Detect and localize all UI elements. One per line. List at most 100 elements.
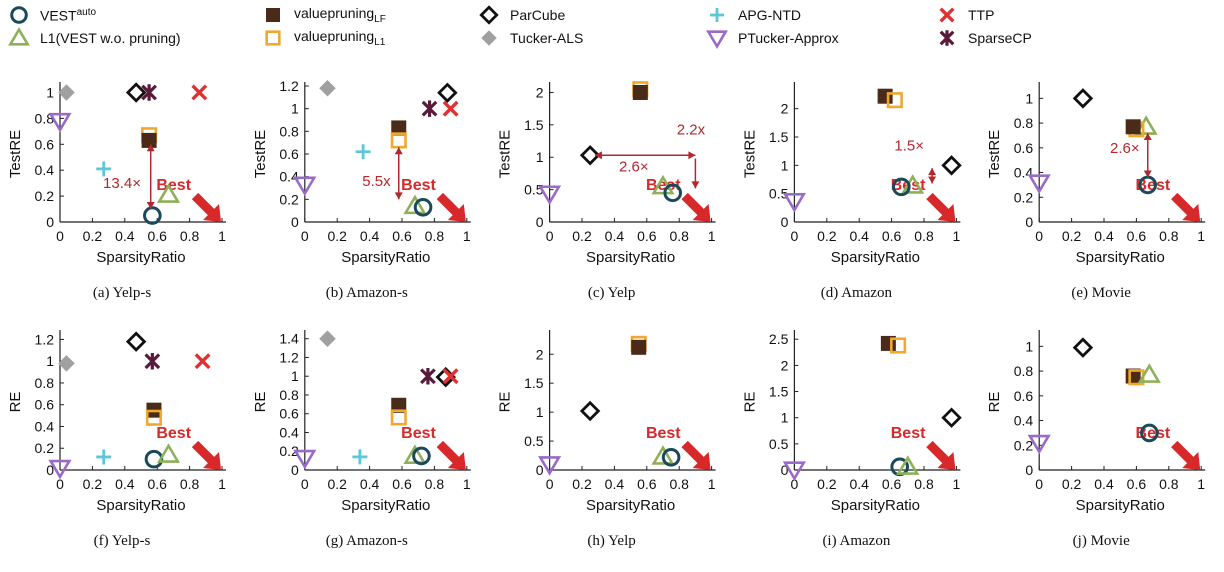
best-arrow-head (447, 452, 466, 470)
legend-item-vest_auto: VESTauto (8, 4, 96, 26)
legend-marker-l1 (8, 27, 30, 46)
y-tick-label: 1 (46, 84, 54, 100)
x-axis-title: SparsityRatio (831, 497, 920, 514)
legend-marker-sparsecp (939, 30, 955, 46)
point-ttp (194, 353, 211, 370)
y-tick-label: 0.2 (279, 191, 299, 207)
legend-label: valuepruningLF (294, 5, 386, 25)
y-tick-label: 1 (536, 404, 544, 420)
x-tick-label: 0.8 (914, 476, 934, 492)
y-axis-title: TestRE (252, 130, 269, 178)
y-tick-label: 1.5 (769, 384, 789, 400)
y-tick-label: 2 (781, 101, 789, 117)
best-arrow-shaft (681, 440, 706, 466)
point-l1 (156, 183, 181, 203)
point-ttp (442, 100, 459, 117)
y-axis-title: TestRE (497, 130, 514, 178)
panel-caption: (c) Yelp (588, 285, 636, 301)
ratio-arrow-head (1143, 170, 1152, 178)
x-tick-label: 0.4 (115, 476, 135, 492)
point-parcube (941, 155, 962, 176)
x-tick-label: 0.6 (637, 476, 657, 492)
point-ptucker (538, 185, 562, 206)
ratio-arrow-head (594, 151, 602, 160)
point-vest_auto (143, 206, 162, 225)
point-vest_auto (892, 177, 911, 197)
point-vest_auto (413, 197, 433, 217)
point-ptucker (1027, 174, 1051, 194)
panel-caption: (b) Amazon-s (326, 285, 408, 301)
x-tick-label: 0.6 (882, 228, 902, 244)
point-apg_ntd (352, 449, 368, 465)
y-tick-label: 0 (781, 462, 789, 478)
point-parcube (1072, 337, 1094, 358)
y-axis-title: TestRE (986, 130, 1003, 178)
point-vp_lf (877, 88, 893, 104)
panel-caption: (f) Yelp-s (94, 533, 151, 549)
panel-b: 0 0.2 0.4 0.6 0.8 1 1.2 0 0.2 0.4 0.6 0.8 1 SparsityR… (252, 78, 471, 301)
legend-item-parcube: ParCube (478, 4, 565, 26)
point-vp_l1 (390, 409, 407, 426)
point-parcube (579, 400, 601, 422)
y-tick-label: 1 (781, 410, 789, 426)
x-tick-label: 0.6 (392, 228, 412, 244)
point-ptucker (48, 112, 72, 133)
best-arrow-shaft (681, 192, 706, 218)
y-tick-label: 0.6 (1014, 140, 1034, 156)
x-tick-label: 0.8 (669, 228, 689, 244)
x-axis-title: SparsityRatio (1076, 249, 1165, 266)
best-arrow-shaft (436, 192, 462, 218)
legend-marker-parcube (479, 5, 499, 25)
y-tick-label: 0.4 (1014, 165, 1034, 181)
y-tick-label: 1.4 (279, 331, 299, 347)
ratio-arrow-head (691, 181, 700, 189)
x-tick-label: 0.2 (327, 228, 347, 244)
legend-label: TTP (968, 7, 995, 23)
best-arrow-shaft (1171, 440, 1196, 466)
x-tick-label: 0.8 (180, 228, 200, 244)
x-tick-label: 1 (463, 476, 471, 492)
x-tick-label: 0.6 (147, 228, 167, 244)
point-sparsecp (144, 352, 161, 370)
point-sparsecp (420, 367, 436, 385)
point-vest_auto (663, 183, 683, 203)
y-tick-label: 1 (781, 157, 789, 173)
best-label: Best (891, 425, 926, 442)
legend-item-vp_l1: valuepruningL1 (262, 27, 385, 49)
y-tick-label: 0 (46, 462, 54, 478)
legend-item-ttp: TTP (936, 4, 994, 26)
point-l1 (1137, 363, 1161, 383)
point-parcube (437, 82, 458, 104)
point-l1 (403, 444, 427, 464)
best-label: Best (401, 425, 436, 442)
point-apg_ntd (96, 449, 112, 465)
best-arrow-head (692, 204, 711, 222)
best-arrow-shaft (191, 192, 217, 218)
legend-label: VESTauto (40, 6, 97, 24)
y-tick-label: 0.4 (279, 169, 299, 185)
panel-caption: (a) Yelp-s (93, 285, 151, 301)
point-sparsecp (141, 84, 157, 101)
y-tick-label: 2.5 (769, 331, 789, 347)
x-tick-label: 1 (953, 476, 961, 492)
y-tick-label: 0 (536, 462, 544, 478)
point-tucker_als (58, 355, 75, 372)
y-tick-label: 0.4 (35, 418, 55, 434)
x-tick-label: 0.8 (1159, 228, 1179, 244)
panel-j: 0 0.2 0.4 0.6 0.8 1 0 0.2 0.4 0.6 0.8 1 SparsityRati… (986, 330, 1205, 549)
x-tick-label: 1 (953, 228, 961, 244)
y-tick-label: 0.5 (524, 433, 544, 449)
ratio-arrow-head (394, 192, 403, 200)
y-tick-label: 0.6 (279, 406, 299, 422)
point-parcube (579, 145, 601, 166)
legend-marker-vest_auto (10, 6, 28, 24)
point-ttp (191, 84, 208, 101)
legend-item-sparsecp: SparseCP (936, 27, 1032, 49)
best-arrow-head (1182, 204, 1201, 222)
x-tick-label: 0 (546, 228, 554, 244)
best-arrow-head (937, 452, 956, 470)
y-tick-label: 0.8 (279, 387, 299, 403)
x-tick-label: 0.8 (180, 476, 200, 492)
x-tick-label: 0.8 (669, 476, 689, 492)
